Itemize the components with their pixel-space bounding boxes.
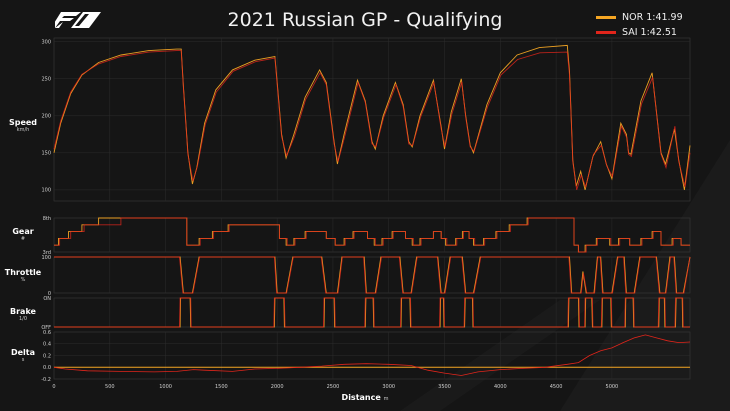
legend-item-sai: SAI 1:42.51 — [596, 27, 677, 38]
series-line-gear-nor — [54, 217, 690, 253]
series-line-throttle-sai — [54, 256, 691, 294]
x-tick-label: 0 — [52, 384, 55, 390]
y-tick-label-speed: 150 — [41, 151, 51, 157]
series-line-gear-sai — [54, 217, 690, 253]
legend-item-nor: NOR 1:41.99 — [596, 12, 683, 23]
legend-swatch-sai — [596, 31, 616, 34]
legend-swatch-nor — [596, 16, 616, 19]
x-tick-label: 2000 — [271, 384, 284, 390]
x-tick-label: 2500 — [327, 384, 340, 390]
series-delta-line — [53, 334, 691, 376]
xlabel: Distance m — [341, 393, 389, 402]
panel-frame-brake — [53, 297, 691, 328]
panel-frame-speed — [53, 37, 691, 202]
y-tick-label-speed: 200 — [41, 114, 51, 120]
ylabel-speed: Speed km/h — [8, 118, 38, 133]
x-tick-label: 3500 — [438, 384, 451, 390]
legend-label-nor: NOR 1:41.99 — [622, 12, 683, 23]
y-tick-label-speed: 300 — [41, 40, 51, 46]
x-tick-label: 4000 — [494, 384, 507, 390]
y-tick-label-delta: 0.6 — [43, 330, 51, 336]
x-tick-label: 5000 — [606, 384, 619, 390]
y-tick-label-speed: 250 — [41, 77, 51, 83]
y-tick-label-brake: OFF — [41, 325, 51, 331]
y-tick-label-brake: ON — [43, 296, 51, 302]
y-tick-label-delta: -0.2 — [41, 377, 51, 383]
x-tick-label: 4500 — [550, 384, 563, 390]
ylabel-delta: Delta s — [10, 348, 36, 363]
series-line-brake-sai — [54, 297, 690, 328]
f1-logo — [51, 12, 101, 32]
ylabel-gear: Gear # — [12, 227, 34, 242]
y-tick-label-delta: 0.4 — [43, 342, 51, 348]
y-tick-label-throttle: 0 — [48, 291, 51, 297]
series-line-throttle-nor — [54, 256, 691, 294]
chart-title: 2021 Russian GP - Qualifying — [227, 9, 503, 31]
y-tick-label-gear: 8th — [43, 216, 51, 222]
y-tick-label-speed: 100 — [41, 188, 51, 194]
x-tick-label: 1000 — [159, 384, 172, 390]
series-line-brake-nor — [54, 297, 690, 328]
ylabel-brake: Brake 1/0 — [10, 307, 36, 322]
y-tick-label-delta: 0.0 — [43, 365, 51, 371]
panel-frame-gear — [53, 217, 691, 253]
y-tick-label-gear: 3rd — [43, 250, 51, 256]
x-tick-label: 500 — [105, 384, 115, 390]
y-tick-label-throttle: 100 — [41, 255, 51, 261]
ylabel-throttle: Throttle% — [4, 268, 42, 283]
series-line-speed-sai — [53, 50, 691, 191]
y-tick-label-delta: 0.2 — [43, 353, 51, 359]
x-tick-label: 3000 — [382, 384, 395, 390]
legend-label-sai: SAI 1:42.51 — [622, 27, 677, 38]
series-line-speed-nor — [53, 44, 691, 191]
x-tick-label: 1500 — [215, 384, 228, 390]
